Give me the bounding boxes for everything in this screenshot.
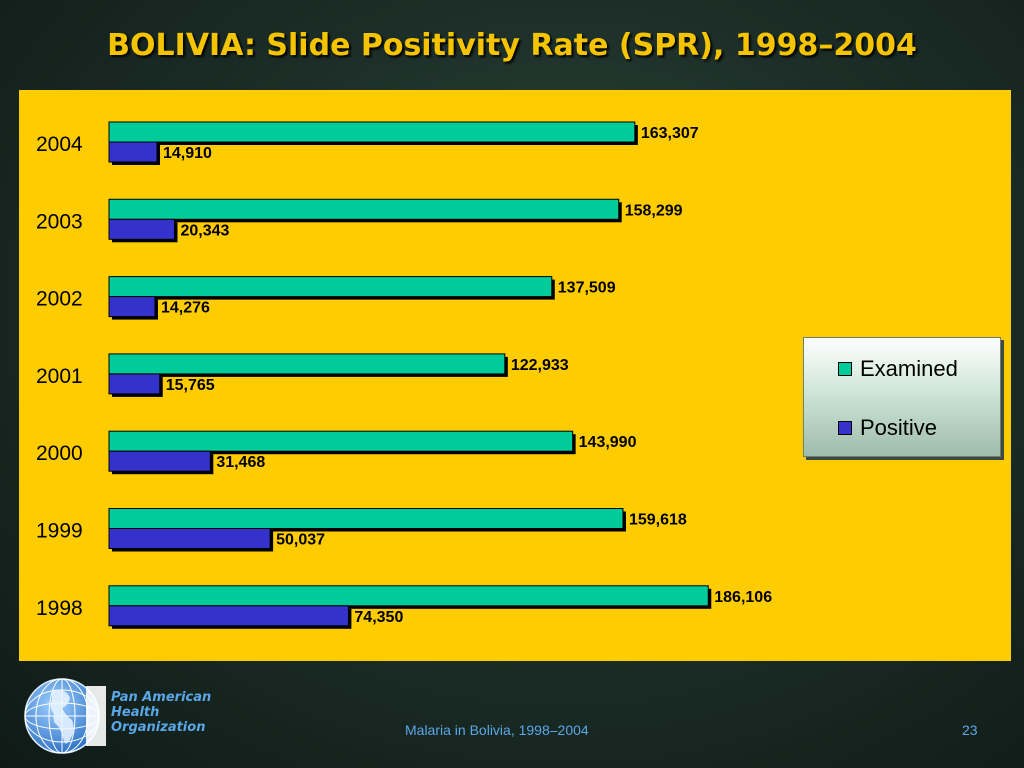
legend-swatch-positive (838, 421, 852, 435)
organization-name: Pan American Health Organization (111, 690, 211, 735)
bar-positive-2000 (108, 450, 211, 472)
bar-positive-1998 (108, 605, 349, 627)
bar-examined-2003 (108, 198, 620, 220)
data-label-examined-1998: 186,106 (714, 589, 772, 606)
category-label-1998: 1998 (36, 597, 83, 620)
org-name-line3: Organization (111, 720, 206, 735)
data-label-positive-2002: 14,276 (161, 300, 210, 317)
bar-positive-2004 (108, 141, 158, 163)
chart-panel: 2004 163,307 14,910 2003 158,299 20,343 2002 13… (19, 90, 1011, 661)
org-name-line2: Health (111, 705, 160, 720)
bar-positive-2002 (108, 296, 156, 318)
legend-label-examined: Examined (860, 356, 958, 381)
org-name-line1: Pan American (111, 690, 212, 705)
bar-examined-2000 (108, 430, 574, 452)
data-label-positive-2003: 20,343 (181, 222, 230, 239)
data-label-positive-1999: 50,037 (276, 532, 325, 549)
data-label-positive-2001: 15,765 (166, 377, 215, 394)
data-label-examined-2002: 137,509 (558, 280, 616, 297)
bar-examined-2002 (108, 276, 553, 298)
data-label-positive-2000: 31,468 (216, 454, 265, 471)
paho-globe-logo (24, 678, 106, 754)
page-number: 23 (962, 722, 978, 738)
legend-item-positive: Positive (838, 415, 937, 441)
data-label-examined-2004: 163,307 (641, 125, 699, 142)
legend-swatch-examined (838, 362, 852, 376)
chart-legend: Examined Positive (803, 337, 1001, 457)
bar-positive-1999 (108, 528, 271, 549)
category-label-1999: 1999 (36, 520, 83, 543)
category-label-2000: 2000 (36, 442, 83, 465)
category-label-2003: 2003 (36, 210, 83, 233)
data-label-examined-2001: 122,933 (511, 357, 569, 374)
bar-positive-2001 (108, 373, 161, 395)
bar-examined-1998 (108, 585, 709, 607)
legend-label-positive: Positive (860, 415, 938, 440)
data-label-examined-2003: 158,299 (625, 202, 683, 219)
footer-text: Malaria in Bolivia, 1998–2004 (405, 722, 589, 738)
bar-examined-2001 (108, 353, 506, 375)
bar-chart: 2004 163,307 14,910 2003 158,299 20,343 2002 13… (36, 121, 772, 629)
slide-title: BOLIVIA: Slide Positivity Rate (SPR), 19… (107, 28, 917, 63)
data-label-positive-1998: 74,350 (354, 609, 403, 626)
data-label-examined-1999: 159,618 (629, 512, 687, 529)
category-label-2002: 2002 (36, 288, 83, 311)
legend-item-examined: Examined (838, 356, 958, 382)
category-label-2004: 2004 (36, 133, 83, 156)
bar-examined-2004 (108, 121, 636, 143)
category-label-2001: 2001 (36, 365, 83, 388)
bar-examined-1999 (108, 508, 624, 529)
data-label-positive-2004: 14,910 (163, 145, 212, 162)
data-label-examined-2000: 143,990 (579, 434, 637, 451)
bar-positive-2003 (108, 218, 176, 240)
